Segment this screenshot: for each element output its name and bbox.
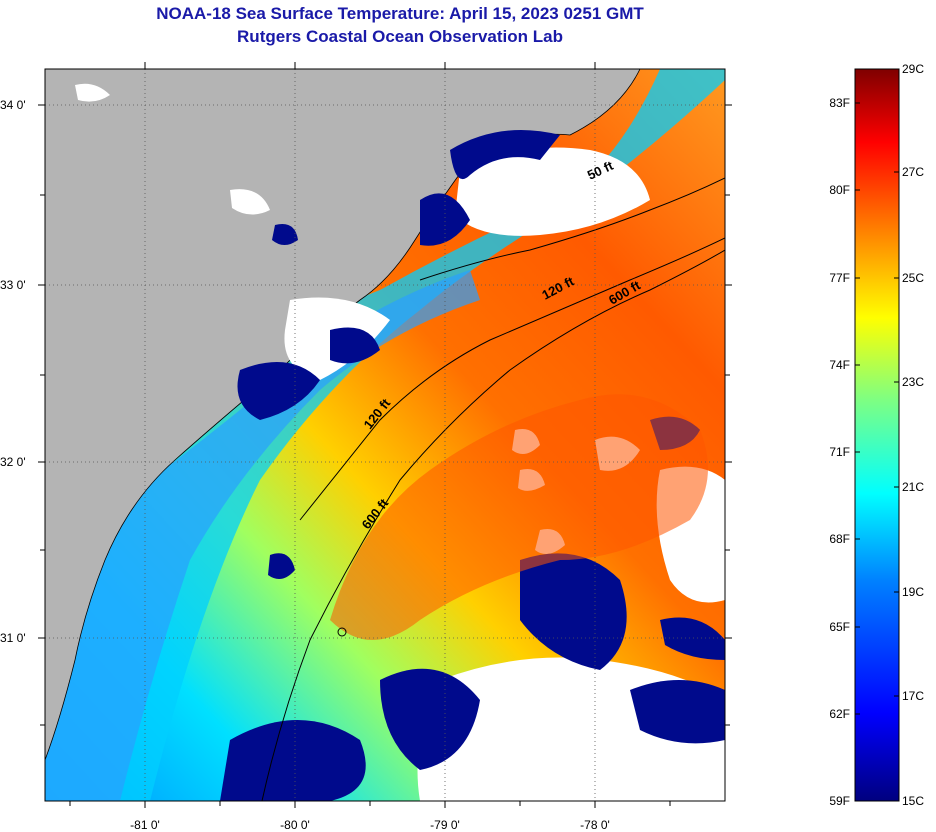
lat-label-33: 33 0' — [0, 278, 26, 292]
coastal-blue-band — [45, 270, 480, 801]
colorbar-f-label: 59F — [829, 794, 850, 808]
colorbar-f-label: 65F — [829, 620, 850, 634]
warm-gulf-stream-core — [330, 394, 708, 640]
colorbar-c-label: 21C — [902, 480, 924, 494]
map-title: NOAA-18 Sea Surface Temperature: April 1… — [156, 4, 644, 23]
colorbar-f-label: 71F — [829, 445, 850, 459]
seamount-contour — [337, 627, 347, 637]
lon-label-79: -79 0' — [430, 818, 460, 832]
sst-image — [45, 69, 725, 801]
colorbar-c-label: 19C — [902, 585, 924, 599]
graticule — [45, 69, 725, 801]
colorbar-c-label: 25C — [902, 271, 924, 285]
map-frame — [44, 68, 726, 802]
lat-label-32: 32 0' — [0, 455, 26, 469]
map-subtitle: Rutgers Coastal Ocean Observation Lab — [237, 27, 563, 46]
lat-label-31: 31 0' — [0, 631, 26, 645]
colorbar-ticks — [855, 102, 899, 715]
axis-ticks — [38, 62, 732, 808]
lon-label-80: -80 0' — [280, 818, 310, 832]
temperature-colorbar: 83F 80F 77F 74F 71F 68F 65F 62F 59F 29C … — [829, 62, 924, 808]
colorbar-f-label: 68F — [829, 532, 850, 546]
colorbar-f-label: 74F — [829, 358, 850, 372]
colorbar-c-label: 27C — [902, 165, 924, 179]
lon-label-81: -81 0' — [130, 818, 160, 832]
colorbar-c-label: 23C — [902, 375, 924, 389]
isobath-50ft — [419, 177, 725, 281]
colorbar-c-label: 29C — [902, 62, 924, 76]
colorbar-c-label: 15C — [902, 794, 924, 808]
isobath-600ft — [261, 249, 725, 801]
colorbar-f-label: 62F — [829, 707, 850, 721]
isobath-120ft — [299, 237, 725, 521]
lat-label-34: 34 0' — [0, 98, 26, 112]
colorbar-c-label: 17C — [902, 689, 924, 703]
colorbar-gradient — [854, 68, 900, 802]
colorbar-f-label: 83F — [829, 96, 850, 110]
lon-label-78: -78 0' — [580, 818, 610, 832]
colorbar-f-label: 80F — [829, 183, 850, 197]
colorbar-f-label: 77F — [829, 271, 850, 285]
